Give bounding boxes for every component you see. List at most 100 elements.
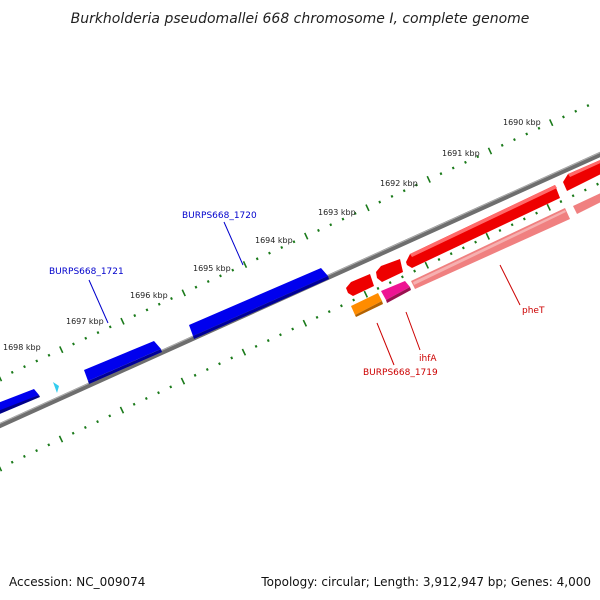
major-tick	[546, 203, 551, 211]
minor-tick	[145, 308, 149, 312]
minor-tick	[571, 194, 575, 198]
minor-tick	[133, 314, 137, 318]
minor-tick	[157, 302, 161, 306]
major-tick	[363, 290, 369, 298]
inner-tick-ring	[0, 182, 599, 472]
gene-red-b[interactable]	[376, 259, 403, 282]
minor-tick	[586, 104, 590, 108]
gene-ihfa[interactable]	[381, 281, 410, 300]
minor-tick	[194, 285, 198, 289]
major-tick	[59, 346, 64, 354]
minor-tick	[402, 189, 406, 193]
minor-tick	[219, 274, 222, 278]
kbp-label: 1696 kbp	[130, 291, 168, 300]
lower-genes	[351, 193, 600, 317]
minor-tick	[72, 342, 75, 346]
gene-burps668-1719[interactable]	[351, 293, 382, 315]
minor-tick	[193, 373, 197, 377]
major-tick	[0, 466, 3, 472]
gene-red-c[interactable]	[406, 185, 560, 268]
minor-tick	[254, 344, 258, 348]
minor-tick	[71, 431, 75, 435]
minor-tick	[340, 304, 343, 308]
minor-tick	[169, 385, 173, 389]
minor-tick	[376, 286, 380, 290]
minor-tick	[266, 339, 270, 343]
major-tick	[549, 119, 554, 127]
minor-tick	[292, 240, 296, 244]
minor-tick	[439, 172, 443, 176]
minor-tick	[352, 298, 356, 302]
gene-red-d[interactable]	[563, 158, 600, 191]
major-tick	[304, 232, 309, 240]
minor-tick	[231, 268, 235, 272]
minor-tick	[476, 155, 480, 159]
label-phet: pheT	[522, 306, 545, 316]
major-tick	[120, 317, 125, 325]
minor-tick	[268, 251, 271, 255]
minor-tick	[10, 370, 14, 374]
minor-tick	[510, 223, 514, 227]
minor-tick	[415, 183, 418, 187]
minor-tick	[280, 245, 284, 249]
minor-tick	[10, 460, 14, 464]
outer-tick-ring	[0, 104, 590, 382]
major-tick	[487, 147, 493, 155]
minor-tick	[562, 115, 565, 119]
minor-tick	[574, 109, 578, 113]
minor-tick	[218, 362, 221, 366]
kbp-labels: 1690 kbp 1691 kbp 1692 kbp 1693 kbp 1694…	[3, 118, 541, 352]
reverse-genes	[346, 158, 600, 296]
minor-tick	[449, 252, 453, 256]
minor-tick	[83, 425, 87, 429]
minor-tick	[206, 280, 210, 284]
gene-burps668-1722[interactable]	[0, 389, 39, 414]
minor-tick	[108, 325, 112, 329]
kbp-label: 1694 kbp	[255, 236, 293, 245]
minor-tick	[388, 281, 392, 285]
minor-tick	[498, 229, 502, 233]
minor-tick	[230, 356, 234, 360]
minor-tick	[537, 126, 541, 130]
forward-genes	[0, 268, 329, 414]
minor-tick	[341, 217, 345, 221]
label-connectors	[88, 221, 521, 366]
minor-tick	[559, 200, 563, 204]
minor-tick	[84, 336, 88, 340]
major-tick	[242, 260, 248, 269]
map-title: Burkholderia pseudomallei 668 chromosome…	[71, 11, 530, 27]
label-burps668-1721: BURPS668_1721	[49, 267, 124, 277]
minor-tick	[96, 420, 99, 424]
minor-tick	[144, 396, 148, 401]
minor-tick	[22, 454, 26, 458]
minor-tick	[378, 200, 382, 204]
minor-tick	[500, 143, 504, 147]
gene-red-a[interactable]	[346, 274, 374, 296]
major-tick	[302, 319, 308, 327]
label-burps668-1720: BURPS668_1720	[182, 211, 257, 221]
genome-summary-text: Topology: circular; Length: 3,912,947 bp…	[260, 575, 591, 589]
major-tick	[426, 175, 431, 183]
minor-tick	[437, 257, 441, 261]
minor-tick	[35, 359, 39, 363]
cyan-marker	[53, 382, 59, 393]
major-tick	[485, 232, 490, 240]
minor-tick	[596, 182, 599, 186]
minor-tick	[451, 166, 455, 170]
gene-burps668-1720[interactable]	[189, 268, 328, 336]
minor-tick	[23, 365, 26, 369]
minor-tick	[47, 353, 51, 357]
gene-burps668-1721[interactable]	[84, 341, 161, 381]
minor-tick	[255, 257, 259, 261]
minor-tick	[170, 297, 173, 301]
minor-tick	[390, 194, 394, 198]
minor-tick	[583, 188, 587, 192]
label-burps668-1719: BURPS668_1719	[363, 368, 438, 378]
minor-tick	[525, 132, 529, 136]
minor-tick	[108, 414, 112, 418]
minor-tick	[461, 246, 465, 250]
kbp-label: 1695 kbp	[193, 264, 231, 273]
minor-tick	[35, 449, 39, 453]
kbp-label: 1691 kbp	[442, 149, 480, 158]
